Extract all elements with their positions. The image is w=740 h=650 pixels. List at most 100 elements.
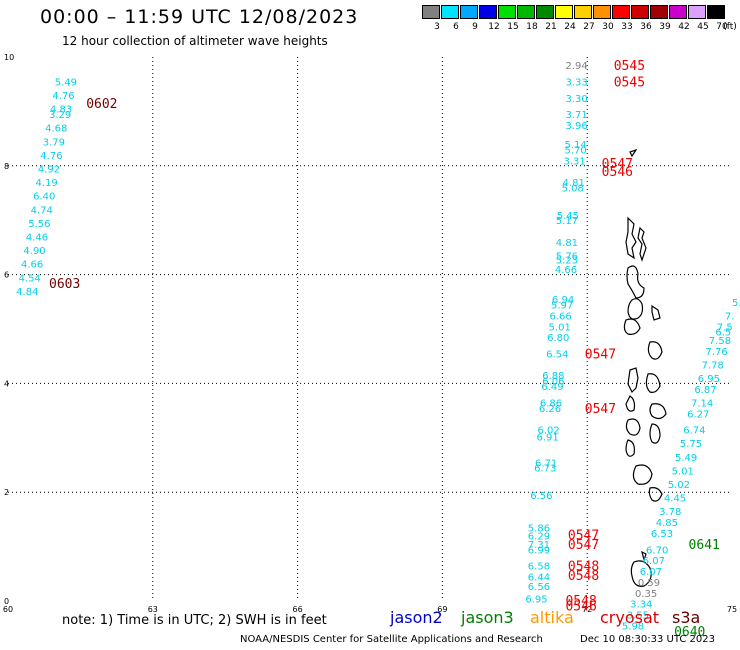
atoll-outline xyxy=(626,265,645,299)
page-subtitle: 12 hour collection of altimeter wave hei… xyxy=(62,34,328,48)
atoll-outline xyxy=(625,418,641,436)
swh-value: 6.53 xyxy=(651,529,673,540)
color-scale-label: 42 xyxy=(678,22,690,32)
color-scale-label: 24 xyxy=(564,22,576,32)
atoll-outline xyxy=(649,423,661,444)
pass-time-label: 0547 xyxy=(585,347,616,362)
color-scale-label: 27 xyxy=(583,22,595,32)
swh-value: 4.85 xyxy=(656,518,678,529)
atoll-outline xyxy=(645,373,661,393)
pass-time-label: 0548 xyxy=(565,594,596,609)
swh-value: 4.54 xyxy=(19,273,41,284)
lon-tick-label: 69 xyxy=(437,605,447,614)
color-scale-label: 70 xyxy=(716,22,728,32)
swh-value: 6.73 xyxy=(534,464,556,475)
swh-value: 7.14 xyxy=(691,398,713,409)
swh-value: 6.74 xyxy=(683,426,705,437)
swh-value: 4.66 xyxy=(555,265,577,276)
lat-tick-label: 4 xyxy=(4,379,9,388)
swh-value: 3.78 xyxy=(659,507,681,518)
footer-note: note: 1) Time is in UTC; 2) SWH is in fe… xyxy=(62,613,327,628)
swh-value: 7.31 xyxy=(528,540,550,551)
swh-value: 3.31 xyxy=(564,156,586,167)
mission-name: jason3 xyxy=(461,608,514,627)
swh-value: 3.55 xyxy=(627,611,649,622)
color-swatch xyxy=(688,5,706,19)
swh-value: 6.80 xyxy=(547,333,569,344)
page-title: 00:00 – 11:59 UTC 12/08/2023 xyxy=(40,6,359,28)
color-swatch xyxy=(479,5,497,19)
pass-time-label: 0603 xyxy=(49,277,80,292)
lat-tick-label: 0 xyxy=(4,597,9,606)
color-scale-label: 39 xyxy=(659,22,671,32)
swh-value: 5.23 xyxy=(556,255,578,266)
swh-value: 6.99 xyxy=(528,545,550,556)
lat-tick-label: 2 xyxy=(4,488,9,497)
color-scale-label: 33 xyxy=(621,22,633,32)
pass-time-label: 0547 xyxy=(602,157,633,172)
lat-tick-label: 8 xyxy=(4,162,9,171)
swh-value: 0.35 xyxy=(635,589,657,600)
swh-value: 4.46 xyxy=(26,233,48,244)
pass-time-label: 0547 xyxy=(585,402,616,417)
swh-value: 6.71 xyxy=(535,458,557,469)
color-scale-label: 18 xyxy=(526,22,538,32)
swh-value: 6.58 xyxy=(528,562,550,573)
swh-value: 2.94 xyxy=(565,61,587,72)
swh-value: 4.83 xyxy=(50,105,72,116)
swh-value: 5.45 xyxy=(557,211,579,222)
credit-text: NOAA/NESDIS Center for Satellite Applica… xyxy=(240,634,543,645)
swh-value: 5.70 xyxy=(564,145,586,156)
atoll-outline xyxy=(627,298,644,320)
color-swatch xyxy=(631,5,649,19)
swh-value: 6.95 xyxy=(698,374,720,385)
swh-value: 6.91 xyxy=(536,433,558,444)
atoll-outline xyxy=(629,148,638,158)
swh-value: 5.14 xyxy=(564,140,586,151)
swh-value: 5.08 xyxy=(562,184,584,195)
swh-value: 6.44 xyxy=(528,573,550,584)
pass-time-label: 0602 xyxy=(86,97,117,112)
pass-time-label: 0546 xyxy=(602,165,633,180)
swh-value: 6.56 xyxy=(530,491,552,502)
lat-tick-label: 6 xyxy=(4,271,9,280)
swh-value: 5.49 xyxy=(675,453,697,464)
color-swatch xyxy=(460,5,478,19)
color-swatch xyxy=(517,5,535,19)
pass-time-label: 0641 xyxy=(689,538,720,553)
swh-value: 3.29 xyxy=(49,110,71,121)
swh-value: 6.87 xyxy=(694,385,716,396)
atoll-outline xyxy=(651,304,661,321)
swh-value: 5.97 xyxy=(551,301,573,312)
lon-tick-label: 72 xyxy=(582,605,592,614)
pass-time-label: 0545 xyxy=(614,75,645,90)
atoll-outline xyxy=(623,318,641,335)
color-swatch xyxy=(536,5,554,19)
lat-lon-grid: 60 63 66 69 72 75 0 2 4 6 8 10 xyxy=(3,53,737,614)
atoll-outline xyxy=(625,216,637,260)
mission-name: altika xyxy=(530,608,574,627)
color-scale-label: 12 xyxy=(488,22,500,32)
color-scale-label: 3 xyxy=(434,22,440,32)
atoll-outline xyxy=(627,367,639,394)
swh-value: 4.66 xyxy=(21,260,43,271)
color-swatch xyxy=(612,5,630,19)
pass-time-label: 0547 xyxy=(568,538,599,553)
swh-value: 6.94 xyxy=(552,295,574,306)
swh-value: 3.30 xyxy=(565,94,587,105)
color-swatch xyxy=(422,5,440,19)
swh-value: 5.01 xyxy=(672,466,694,477)
swh-value: 6.07 xyxy=(640,567,662,578)
swh-value: 5.76 xyxy=(556,252,578,263)
color-scale-label: 36 xyxy=(640,22,652,32)
swh-value: 4.74 xyxy=(31,205,53,216)
lon-tick-label: 75 xyxy=(727,605,737,614)
atoll-outline xyxy=(637,226,647,262)
maldives-coastline xyxy=(623,148,667,587)
swh-value: 5.02 xyxy=(668,480,690,491)
pass-time-label: 0546 xyxy=(565,599,596,614)
swh-value: 6.07 xyxy=(643,556,665,567)
generation-timestamp: Dec 10 08:30:33 UTC 2023 xyxy=(580,634,715,645)
atoll-outline xyxy=(641,550,647,563)
